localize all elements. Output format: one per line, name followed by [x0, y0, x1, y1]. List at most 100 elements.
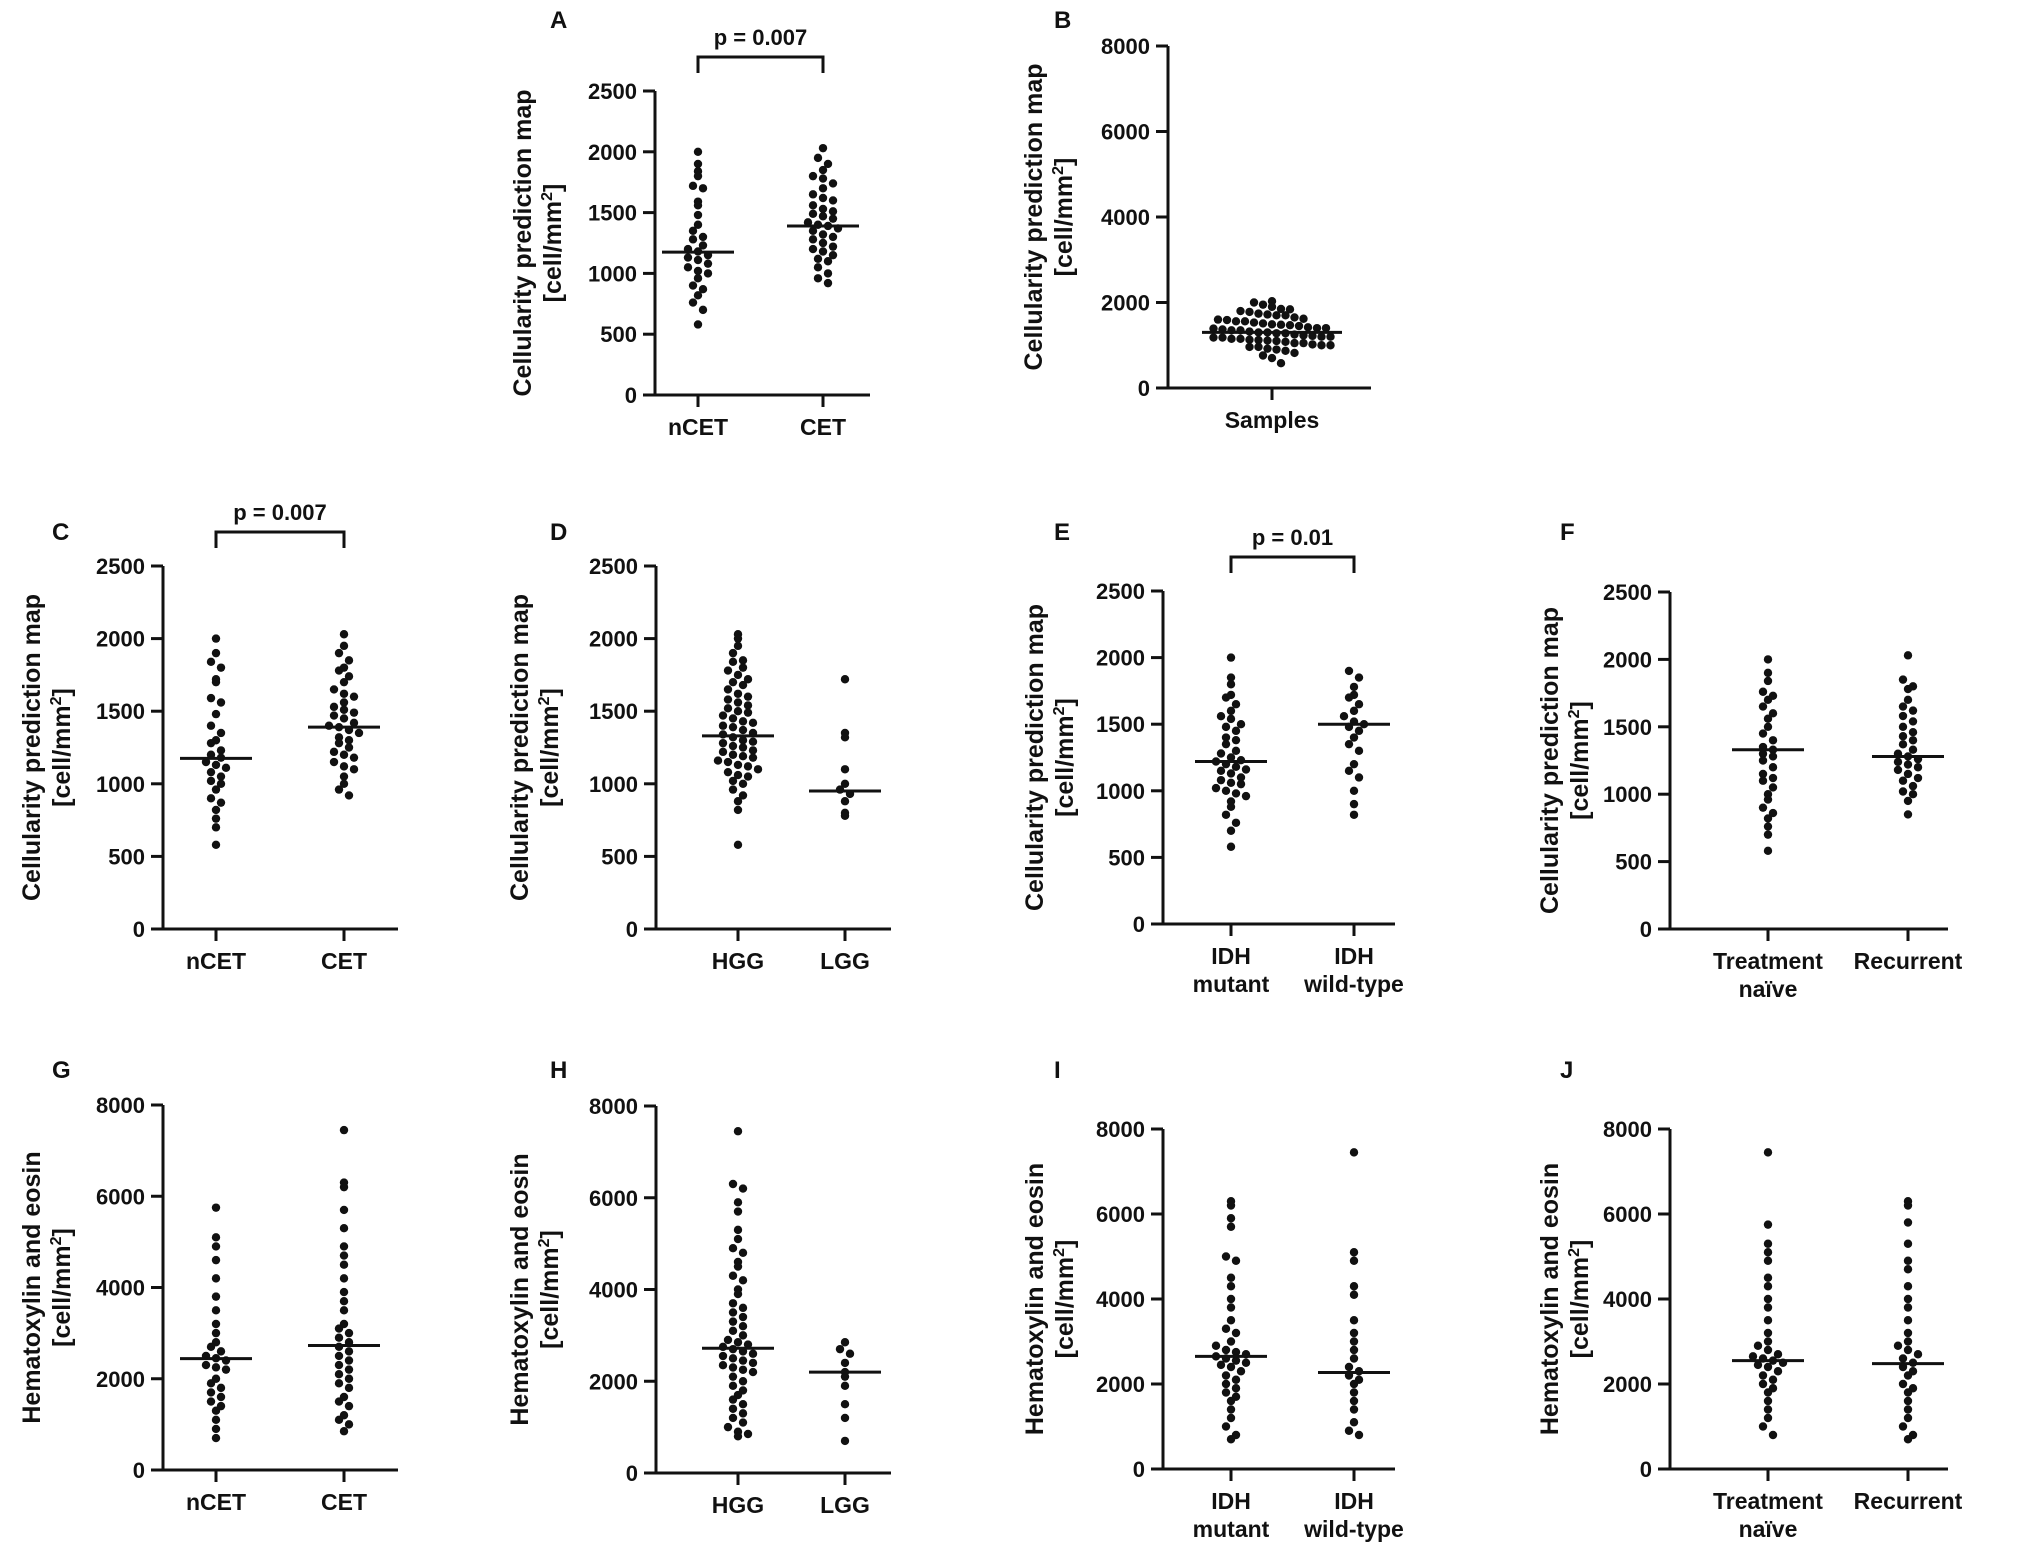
x-tick-label: nCET	[668, 414, 728, 440]
data-point	[1908, 706, 1918, 715]
data-point	[1231, 746, 1241, 756]
y-tick-label: 6000	[1096, 1202, 1145, 1227]
data-point	[1763, 795, 1773, 804]
y-axis-label: Hematoxylin and eosin	[18, 1151, 46, 1423]
y-tick-label: 2000	[589, 627, 638, 652]
data-point	[329, 685, 339, 694]
data-point	[738, 1356, 748, 1365]
data-point	[1903, 1396, 1913, 1406]
data-point	[339, 1306, 349, 1315]
data-point	[840, 797, 850, 806]
data-point	[1241, 765, 1251, 774]
y-tick-label: 1500	[1603, 715, 1652, 740]
data-point	[1326, 332, 1335, 341]
data-point	[723, 695, 733, 704]
data-point	[808, 235, 818, 244]
y-tick-label: 4000	[1096, 1287, 1145, 1312]
data-point	[693, 201, 703, 210]
data-point	[211, 1363, 221, 1372]
x-tick-label: IDH	[1211, 1488, 1251, 1514]
data-point	[1898, 711, 1908, 721]
data-point	[1903, 1218, 1913, 1227]
data-point	[1226, 1273, 1236, 1282]
data-point	[1903, 1303, 1913, 1312]
data-point	[738, 736, 748, 745]
data-point	[1226, 1294, 1236, 1304]
data-point	[1758, 1371, 1768, 1380]
data-point	[728, 1381, 738, 1391]
data-point	[818, 193, 828, 203]
data-point	[1763, 1396, 1773, 1406]
data-point	[344, 1328, 354, 1338]
data-point	[1354, 673, 1364, 682]
data-point	[828, 242, 838, 251]
data-point	[693, 274, 703, 283]
data-point	[1908, 736, 1918, 745]
data-point	[211, 1233, 221, 1242]
data-point	[344, 1374, 354, 1383]
data-point	[206, 767, 216, 777]
data-point	[1221, 810, 1231, 819]
data-point	[1349, 1379, 1359, 1389]
x-tick-label: IDH	[1334, 1488, 1374, 1514]
data-point	[1349, 799, 1359, 809]
data-point	[728, 1372, 738, 1381]
data-point	[206, 738, 216, 748]
data-point	[216, 1347, 226, 1356]
data-point	[733, 797, 743, 806]
y-axis-label: Hematoxylin and eosin	[1021, 1163, 1049, 1435]
data-point	[1349, 1248, 1359, 1257]
x-tick-label-line2: wild-type	[1303, 1516, 1404, 1542]
data-point	[738, 1312, 748, 1322]
data-point	[738, 725, 748, 735]
data-point	[1276, 304, 1286, 314]
data-point	[1216, 775, 1226, 785]
y-tick-label: 2500	[1096, 579, 1145, 604]
data-point	[723, 767, 733, 777]
data-point	[1898, 1354, 1908, 1363]
panel-h: H 0 2000 4000 6000 8000 Hematoxylin and eosin[…	[506, 1057, 891, 1518]
x-tick-label: CET	[800, 414, 846, 440]
y-tick-label: 8000	[1096, 1117, 1145, 1142]
data-point	[339, 630, 349, 639]
data-point	[344, 1401, 354, 1411]
data-point	[738, 717, 748, 726]
data-point	[1290, 348, 1299, 358]
data-point	[1893, 757, 1903, 767]
data-point	[344, 672, 354, 681]
data-point	[1903, 1413, 1913, 1423]
data-point	[339, 1205, 349, 1215]
data-point	[1763, 1316, 1773, 1325]
data-point	[334, 785, 344, 794]
data-point	[339, 772, 349, 781]
data-point	[1221, 1324, 1231, 1333]
data-point	[339, 1287, 349, 1297]
data-point	[339, 1242, 349, 1251]
data-point	[354, 728, 364, 738]
data-point	[808, 209, 818, 219]
data-point	[693, 171, 703, 181]
data-point	[828, 214, 838, 223]
data-point	[1903, 1328, 1913, 1338]
data-point	[818, 184, 828, 193]
data-point	[1349, 1282, 1359, 1291]
y-tick-label: 2500	[588, 79, 637, 104]
data-point	[1245, 335, 1254, 344]
y-axis-unit: [cell/mm2]	[536, 1230, 564, 1349]
data-point	[1763, 1248, 1773, 1257]
data-point	[339, 698, 349, 707]
y-axis-label: Cellularity prediction map	[1021, 604, 1049, 911]
y-tick-label: 1000	[588, 261, 637, 286]
data-point	[1226, 1435, 1236, 1444]
data-point	[688, 226, 698, 236]
data-point	[1903, 1256, 1913, 1265]
y-tick-label: 0	[133, 1458, 145, 1483]
data-point	[840, 1399, 850, 1409]
x-tick-label: Recurrent	[1854, 1488, 1963, 1514]
data-point	[1903, 760, 1913, 769]
data-point	[693, 147, 703, 156]
data-point	[1898, 732, 1908, 741]
panel-g: G 0 2000 4000 6000 8000 Hematoxylin and eosin[…	[18, 1057, 398, 1515]
data-point	[211, 709, 221, 719]
